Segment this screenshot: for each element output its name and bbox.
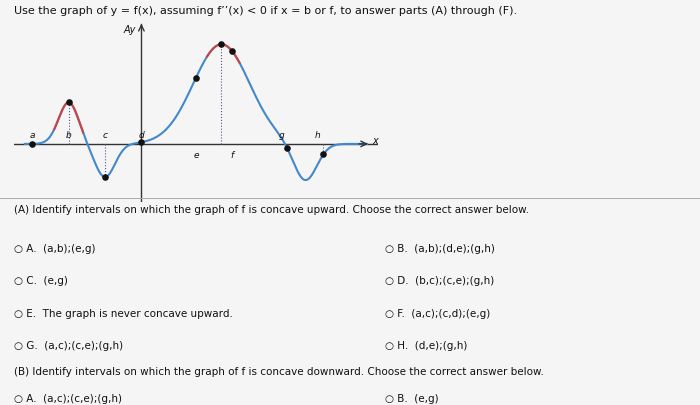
Point (281, 145, 293, 152)
Text: (B) Identify intervals on which the graph of f is concave downward. Choose the c: (B) Identify intervals on which the grap… (14, 367, 544, 377)
Text: ○ C.  (e,g): ○ C. (e,g) (14, 275, 68, 286)
Text: ○ E.  The graph is never concave upward.: ○ E. The graph is never concave upward. (14, 308, 233, 318)
Text: ○ A.  (a,c);(c,e);(g,h): ○ A. (a,c);(c,e);(g,h) (14, 393, 122, 403)
Text: a: a (29, 130, 35, 140)
Text: ○ H.  (d,e);(g,h): ○ H. (d,e);(g,h) (385, 340, 468, 350)
Text: g: g (279, 130, 284, 140)
Text: Use the graph of y = f(x), assuming f’’(x) < 0 if x = b or f, to answer parts (A: Use the graph of y = f(x), assuming f’’(… (14, 6, 517, 16)
Point (227, 49, 238, 55)
Point (136, 140, 147, 146)
Text: c: c (102, 130, 108, 140)
Text: d: d (139, 130, 144, 140)
Point (190, 75, 202, 82)
Text: b: b (66, 130, 71, 140)
Text: h: h (315, 130, 321, 140)
Text: ○ A.  (a,b);(e,g): ○ A. (a,b);(e,g) (14, 243, 95, 253)
Text: f: f (231, 150, 234, 159)
Text: ○ B.  (a,b);(d,e);(g,h): ○ B. (a,b);(d,e);(g,h) (385, 243, 495, 253)
Point (63, 100, 74, 107)
Text: ○ B.  (e,g): ○ B. (e,g) (385, 393, 439, 403)
Text: ○ F.  (a,c);(c,d);(e,g): ○ F. (a,c);(c,d);(e,g) (385, 308, 490, 318)
Point (318, 152, 329, 158)
Text: x: x (372, 135, 378, 145)
Point (216, 42, 227, 49)
Point (27, 141, 38, 148)
Text: e: e (193, 150, 199, 159)
Point (99, 174, 111, 181)
Text: ○ D.  (b,c);(c,e);(g,h): ○ D. (b,c);(c,e);(g,h) (385, 275, 494, 286)
Text: (A) Identify intervals on which the graph of f is concave upward. Choose the cor: (A) Identify intervals on which the grap… (14, 205, 529, 215)
Text: ○ G.  (a,c);(c,e);(g,h): ○ G. (a,c);(c,e);(g,h) (14, 340, 123, 350)
Text: Ay: Ay (124, 24, 136, 34)
